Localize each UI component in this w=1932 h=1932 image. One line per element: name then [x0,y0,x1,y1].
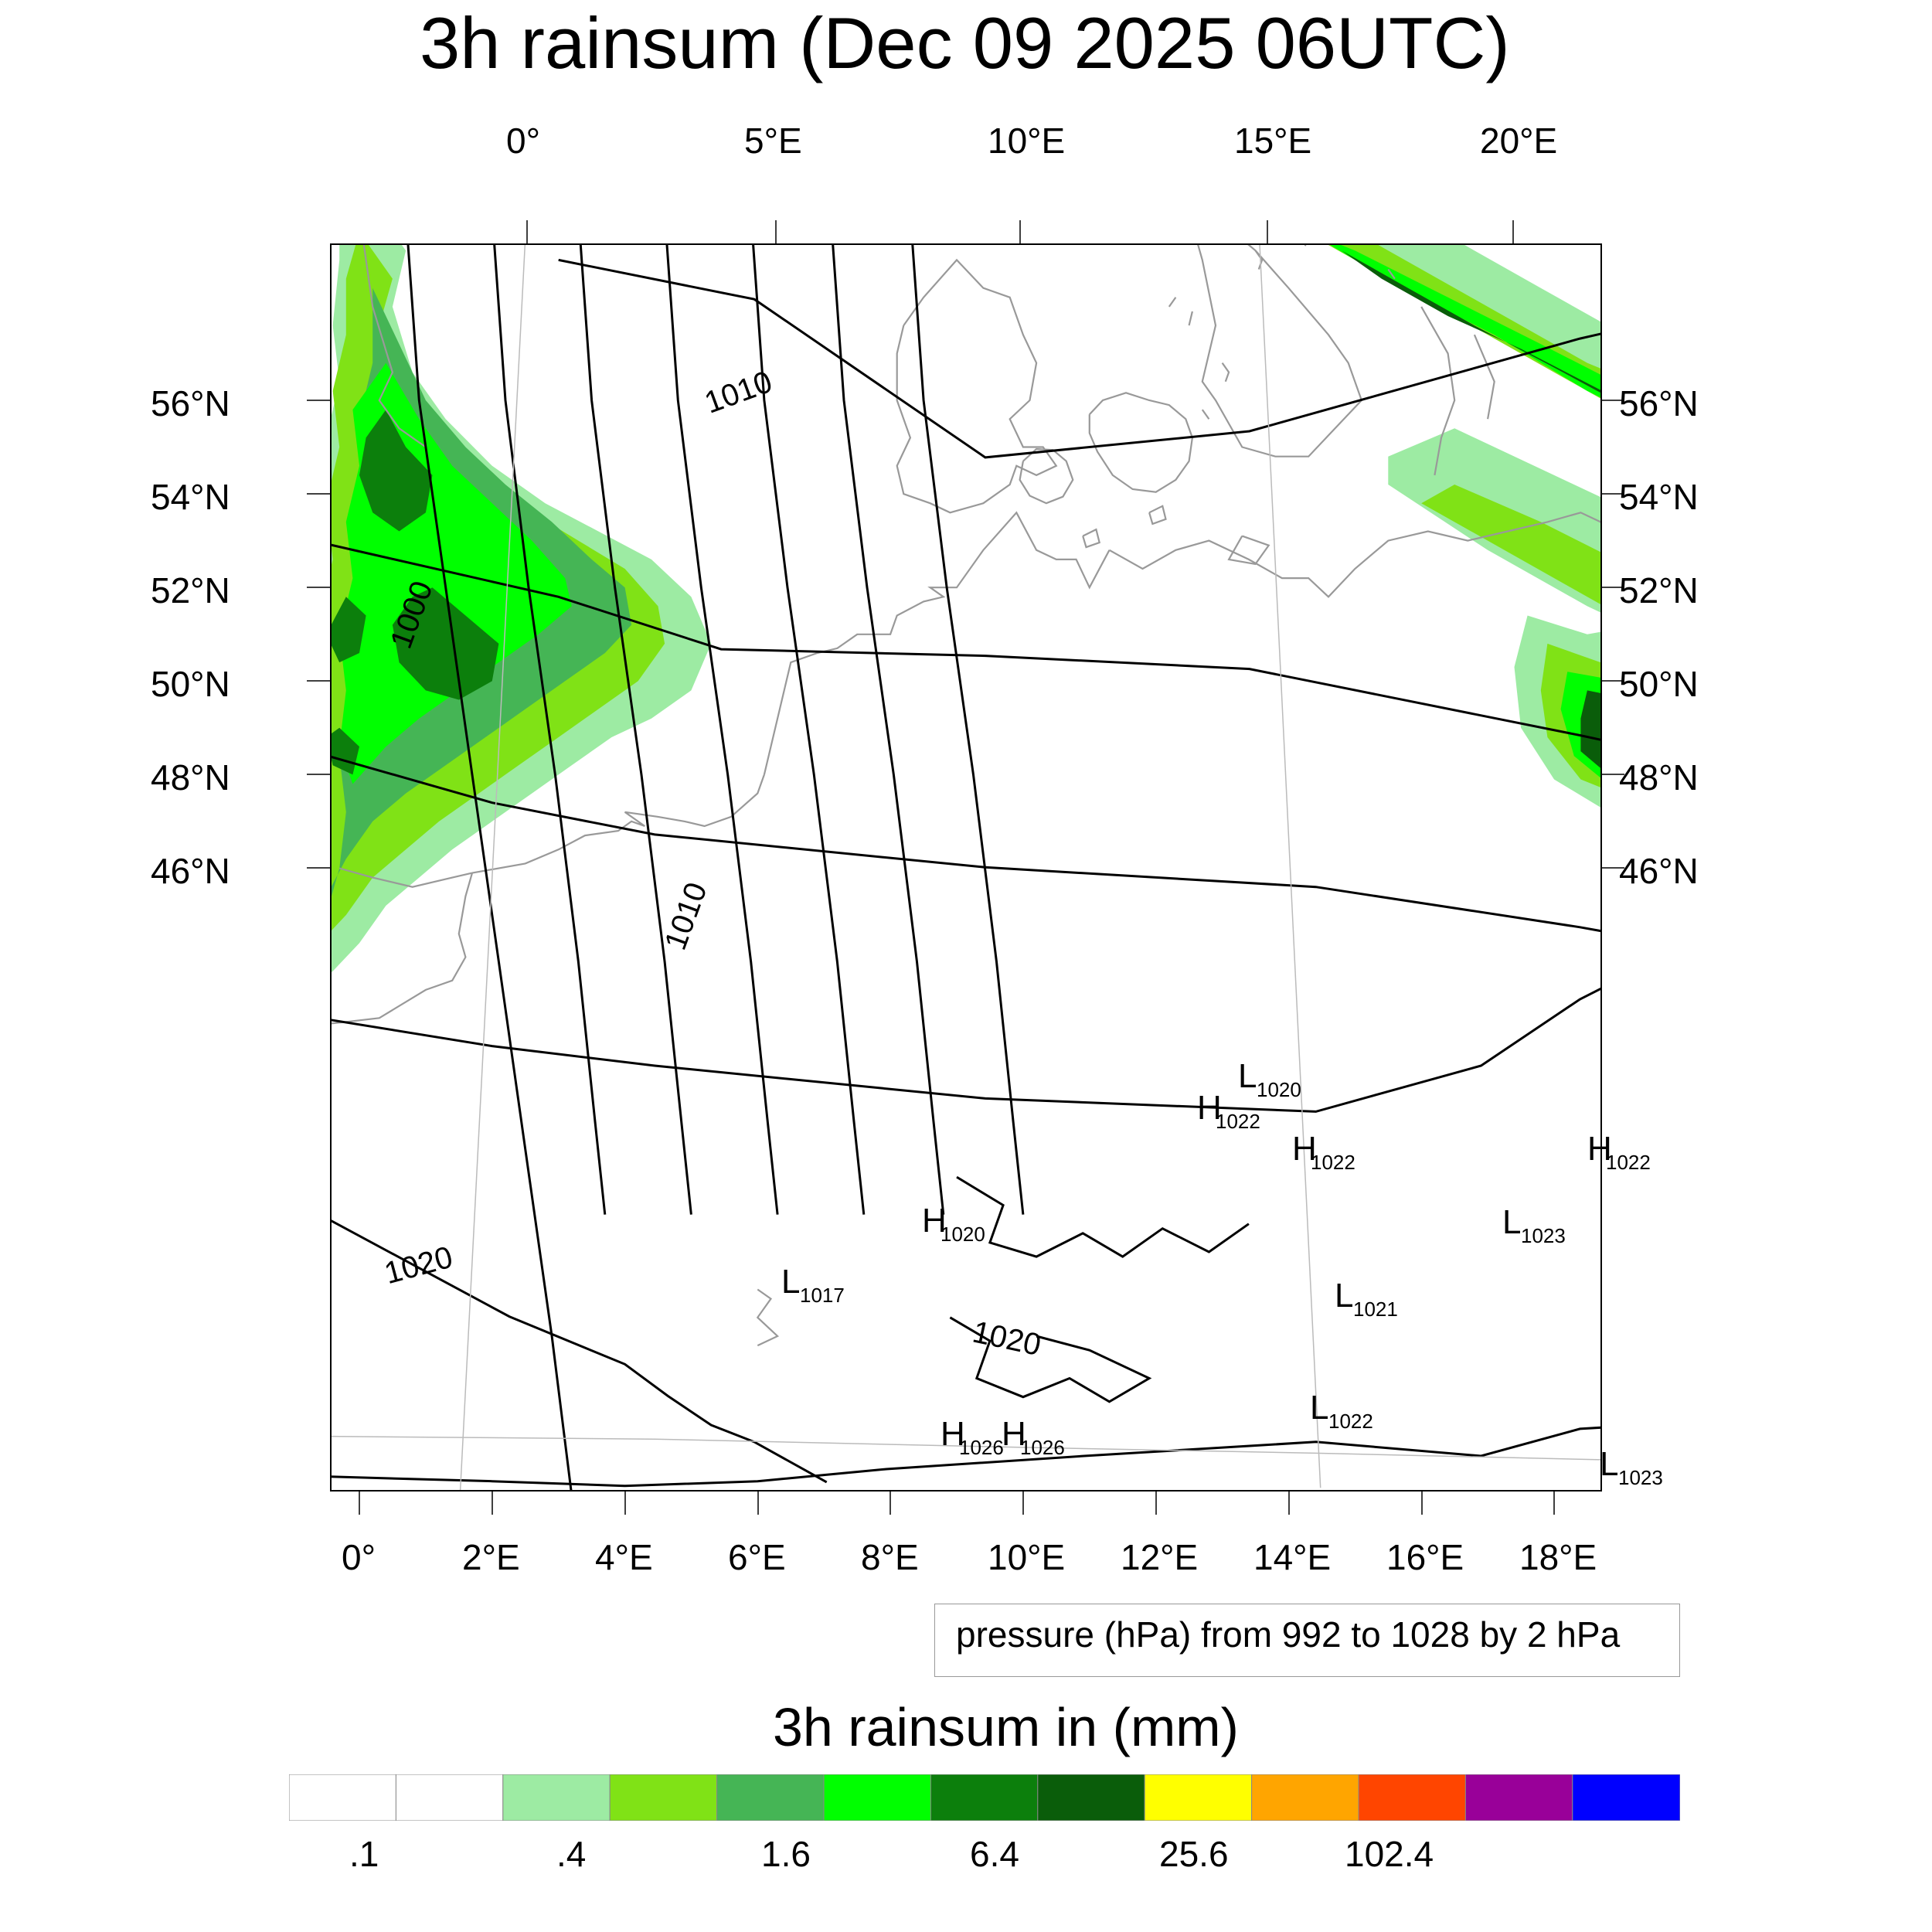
svg-text:1023: 1023 [1618,1466,1663,1489]
svg-text:L: L [1600,1445,1618,1483]
svg-text:1022: 1022 [1606,1151,1651,1174]
